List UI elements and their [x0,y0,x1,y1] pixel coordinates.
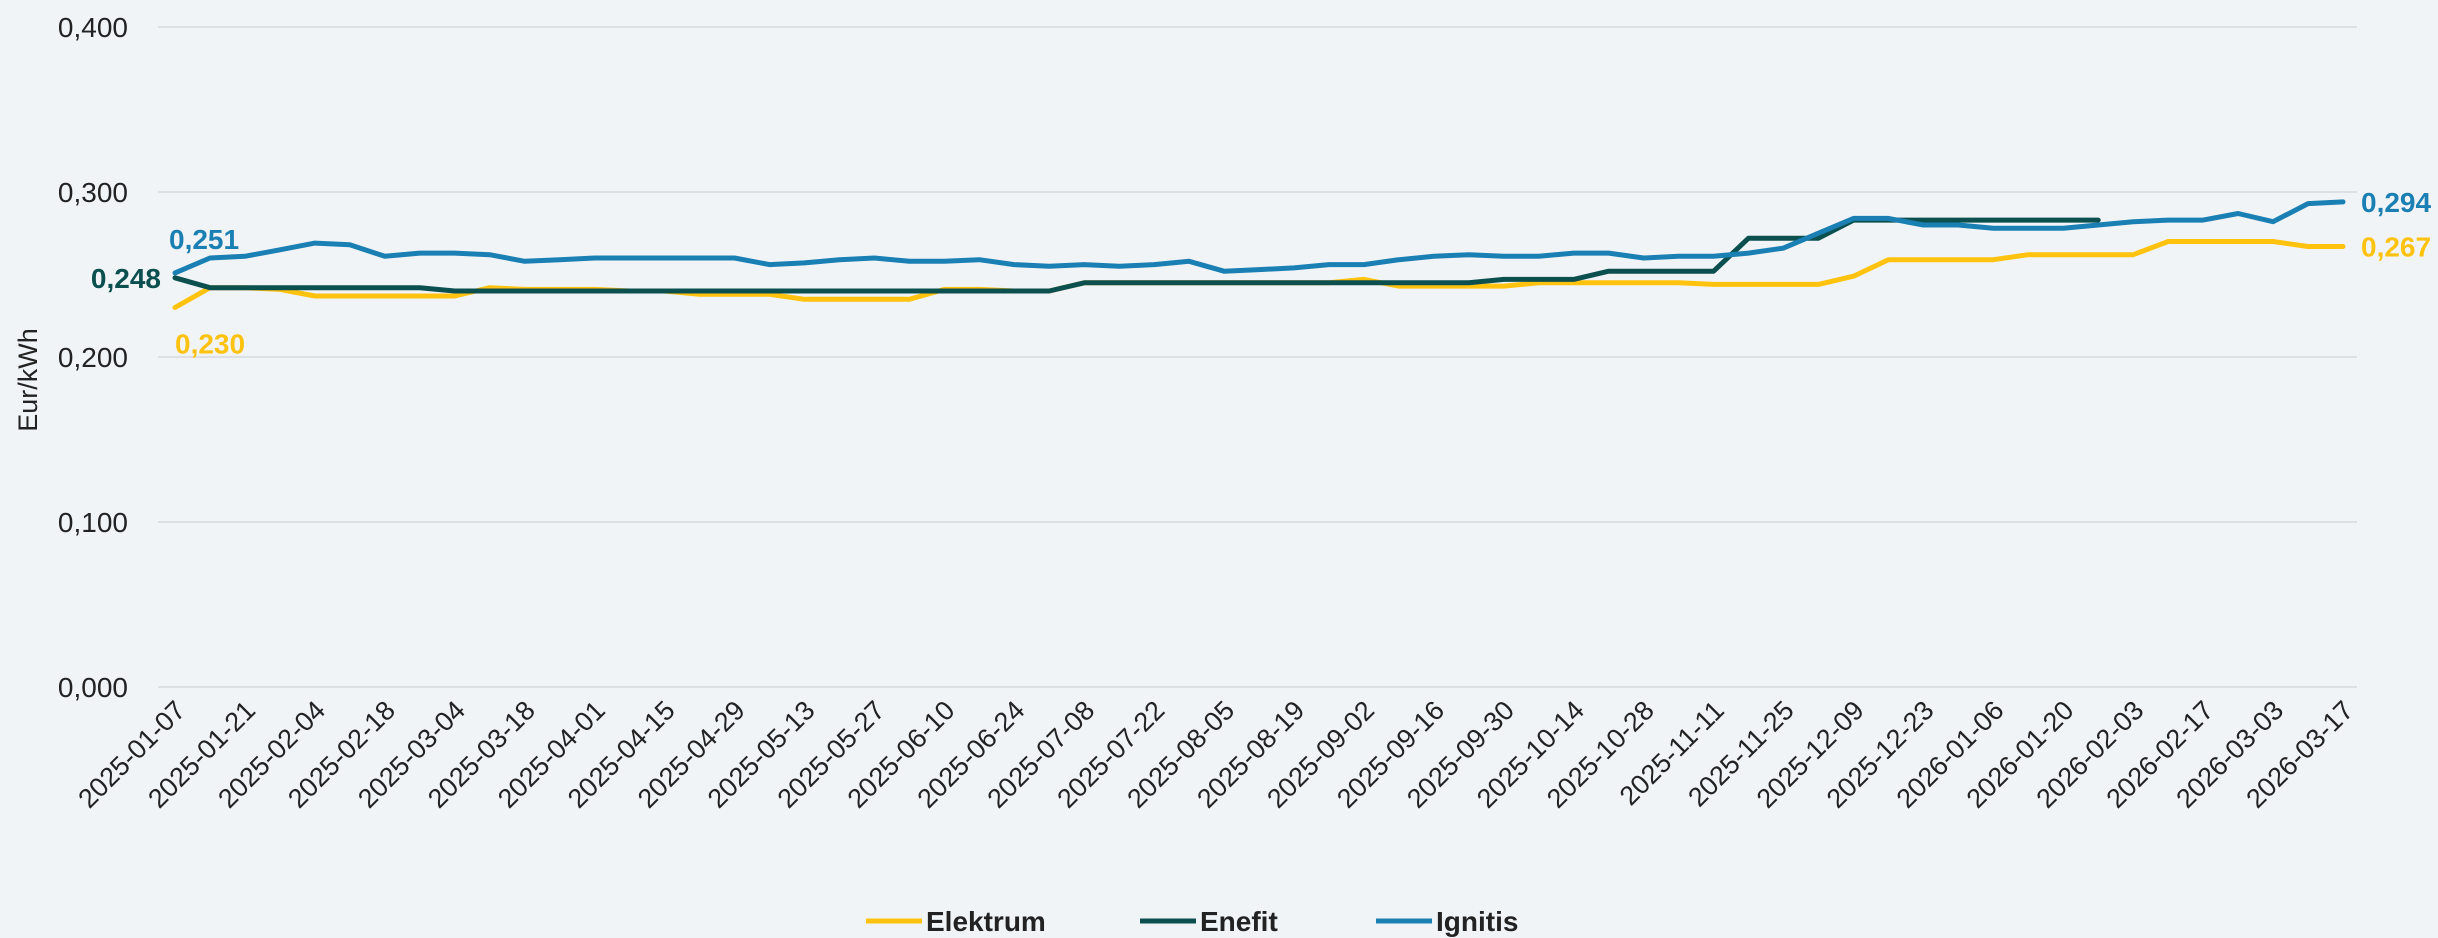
start-label-elektrum: 0,230 [175,329,245,360]
legend-label-ignitis: Ignitis [1436,906,1518,937]
legend: Elektrum Enefit Ignitis [866,906,1518,937]
series-line-enefit [172,217,2101,294]
y-tick-label: 0,200 [58,342,128,373]
y-tick-label: 0,000 [58,672,128,703]
start-label-enefit: 0,248 [91,263,161,294]
y-tick-label: 0,400 [58,12,128,43]
y-tick-label: 0,100 [58,507,128,538]
start-label-ignitis: 0,251 [169,224,239,255]
gridlines [158,26,2357,688]
series-line-ignitis [172,199,2346,276]
end-labels: 0,230 0,267 0,248 0,251 0,294 [91,187,2432,360]
y-axis-title: Eur/kWh [13,328,43,432]
end-label-elektrum: 0,267 [2361,231,2431,262]
series-line-elektrum [172,239,2346,310]
end-label-ignitis: 0,294 [2361,187,2431,218]
legend-label-enefit: Enefit [1200,906,1278,937]
x-axis-ticks: 2025-01-072025-01-212025-02-042025-02-18… [72,695,2359,814]
legend-label-elektrum: Elektrum [926,906,1046,937]
y-axis-ticks: 0,000 0,100 0,200 0,300 0,400 [58,12,128,703]
series-lines [172,199,2346,310]
y-tick-label: 0,300 [58,177,128,208]
